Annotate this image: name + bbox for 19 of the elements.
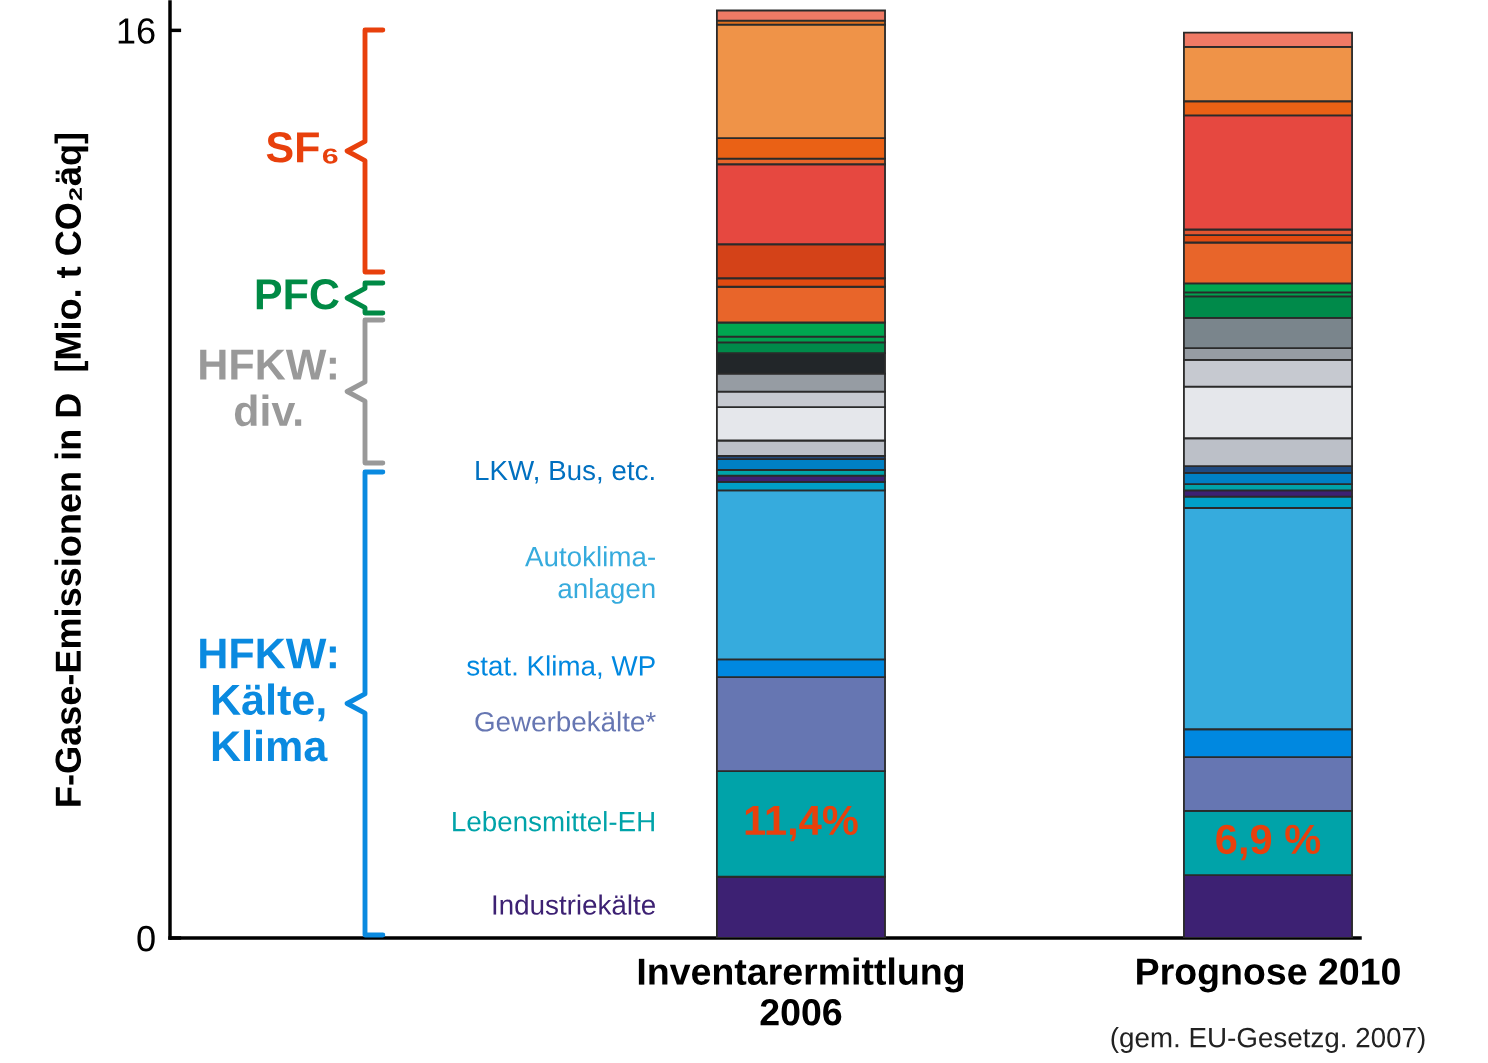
text: Gewerbekälte*	[475, 711, 656, 732]
text: PFC	[256, 279, 339, 310]
annotation: 6,9 %	[1216, 824, 1321, 861]
text: SF₆	[266, 132, 338, 164]
y-tick-label: 0	[137, 925, 155, 952]
y-axis-title: F-Gase-Emissionen in D [Mio. t CO₂äq]	[54, 133, 89, 806]
y-tick-label: 16	[118, 18, 155, 44]
annotation: 11,4%	[745, 805, 858, 842]
text: Autoklima- anlagen	[525, 546, 655, 604]
bar	[715, 9, 886, 22]
text: (gem. EU-Gesetzg. 2007)	[1111, 1027, 1425, 1053]
annotation: LKW, Bus, etc.	[476, 460, 654, 484]
x-tick-label: Prognose 2010	[1137, 958, 1400, 993]
text: Lebensmittel-EH	[453, 811, 654, 832]
text: Industriekälte	[493, 894, 655, 915]
text: HFKW: Kälte, Klima	[200, 638, 336, 762]
text: HFKW: div.	[200, 349, 336, 427]
x-tick-label: Inventarermittlung 2006	[638, 957, 964, 1026]
text: stat. Klima, WP	[467, 655, 655, 679]
